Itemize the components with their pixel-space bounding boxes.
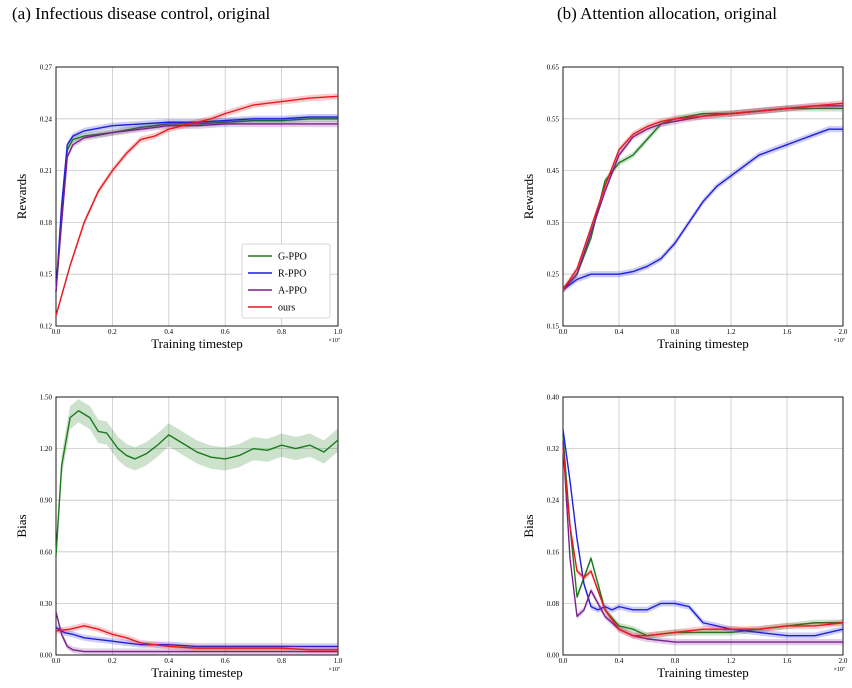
x-axis-label: Training timestep — [657, 336, 749, 351]
y-tick-label: 0.18 — [40, 219, 53, 227]
series-line-g-ppo — [55, 410, 339, 556]
y-tick-label: 0.90 — [40, 497, 53, 505]
series-line-r-ppo — [562, 128, 843, 291]
x-axis-exponent: ×10⁷ — [834, 338, 845, 344]
series-band-ours — [563, 100, 843, 293]
y-tick-label: 0.24 — [547, 497, 560, 505]
x-tick-label: 0.0 — [52, 328, 61, 336]
x-tick-label: 1.0 — [334, 657, 343, 665]
x-axis-label: Training timestep — [151, 665, 243, 680]
series-line-r-ppo — [55, 116, 338, 292]
y-tick-label: 0.60 — [40, 548, 53, 556]
panel-title-b: (b) Attention allocation, original — [557, 4, 778, 23]
legend-label: R-PPO — [278, 269, 306, 280]
x-tick-label: 0.8 — [671, 328, 680, 336]
legend-label: G-PPO — [278, 252, 307, 263]
y-tick-label: 0.27 — [40, 64, 53, 72]
series-line-r-ppo — [55, 626, 338, 648]
y-tick-label: 0.35 — [547, 219, 560, 227]
y-tick-label: 0.25 — [547, 271, 560, 279]
x-tick-label: 0.4 — [615, 657, 624, 665]
x-tick-label: 0.4 — [164, 657, 173, 665]
series-band-r-ppo — [563, 126, 843, 293]
x-tick-label: 0.6 — [221, 657, 230, 665]
series-band-g-ppo — [563, 105, 843, 293]
x-tick-label: 0.8 — [671, 657, 680, 665]
plot-frame — [562, 396, 844, 656]
x-axis-label: Training timestep — [151, 336, 243, 351]
x-tick-label: 1.6 — [783, 328, 792, 336]
legend-label: A-PPO — [278, 286, 307, 297]
x-tick-label: 0.0 — [559, 657, 568, 665]
y-tick-label: 0.16 — [547, 548, 560, 556]
series-line-ours — [562, 448, 844, 637]
series-band-a-ppo — [563, 102, 843, 293]
y-tick-label: 0.30 — [40, 600, 53, 608]
legend-label: ours — [278, 303, 295, 314]
x-axis-exponent: ×10⁷ — [329, 338, 340, 344]
y-tick-label: 0.55 — [547, 115, 560, 123]
series-band-r-ppo — [56, 113, 338, 295]
plot-frame — [55, 66, 339, 327]
x-axis-exponent: ×10⁷ — [329, 667, 340, 673]
x-tick-label: 1.6 — [783, 657, 792, 665]
x-tick-label: 0.6 — [221, 328, 230, 336]
chart-b-top: 0.0 0.4 0.8 1.2 1.6 2.0 0.15 0.25 0.35 0.45 0.55 0.… — [521, 64, 848, 352]
legend-box — [241, 243, 331, 319]
series-band-a-ppo — [563, 439, 843, 646]
series-line-ours — [55, 95, 339, 316]
y-axis-label: Rewards — [14, 174, 29, 220]
x-tick-label: 0.0 — [559, 328, 568, 336]
series-line-ours — [562, 102, 844, 291]
y-tick-label: 0.32 — [547, 445, 560, 453]
series-line-a-ppo — [55, 123, 338, 292]
y-tick-label: 0.24 — [40, 115, 53, 123]
series-line-g-ppo — [55, 118, 338, 292]
y-tick-label: 0.12 — [40, 323, 53, 331]
plot-frame — [55, 396, 339, 656]
series-line-a-ppo — [55, 611, 338, 653]
x-tick-label: 0.2 — [108, 657, 117, 665]
y-tick-label: 0.45 — [547, 167, 560, 175]
x-tick-label: 0.4 — [164, 328, 173, 336]
series-band-g-ppo — [56, 115, 338, 295]
chart-a-bottom: 0.0 0.2 0.4 0.6 0.8 1.0 0.00 0.30 0.60 0.90 1.20 1.… — [14, 394, 343, 681]
y-tick-label: 0.65 — [547, 64, 560, 72]
y-tick-label: 0.08 — [547, 600, 560, 608]
x-tick-label: 1.2 — [727, 328, 736, 336]
chart-a-top: 0.0 0.2 0.4 0.6 0.8 1.0 0.12 0.15 0.18 0.21 0.24 0.… — [14, 64, 343, 352]
x-tick-label: 0.0 — [52, 657, 61, 665]
y-tick-label: 0.40 — [547, 394, 560, 402]
panel-title-a: (a) Infectious disease control, original — [12, 4, 271, 23]
x-axis-label: Training timestep — [657, 665, 749, 680]
x-tick-label: 0.2 — [108, 328, 117, 336]
legend: G-PPO R-PPO A-PPO ours — [241, 243, 331, 319]
series-band-g-ppo — [56, 399, 338, 567]
y-tick-label: 1.50 — [40, 394, 53, 402]
x-tick-label: 2.0 — [839, 328, 848, 336]
y-tick-label: 0.15 — [40, 271, 53, 279]
x-tick-label: 0.8 — [277, 328, 286, 336]
x-tick-label: 2.0 — [839, 657, 848, 665]
y-tick-label: 0.00 — [40, 652, 53, 660]
y-axis-label: Bias — [14, 514, 29, 537]
x-tick-label: 0.4 — [615, 328, 624, 336]
plot-frame — [562, 66, 844, 327]
series-line-ours — [55, 625, 338, 651]
y-axis-label: Rewards — [521, 174, 536, 220]
y-tick-label: 0.00 — [547, 652, 560, 660]
series-line-r-ppo — [562, 429, 844, 637]
x-tick-label: 1.0 — [334, 328, 343, 336]
y-tick-label: 0.15 — [547, 323, 560, 331]
y-tick-label: 0.21 — [40, 167, 53, 175]
series-line-a-ppo — [562, 105, 843, 291]
y-tick-label: 1.20 — [40, 445, 53, 453]
y-axis-label: Bias — [521, 514, 536, 537]
x-axis-exponent: ×10⁷ — [834, 667, 845, 673]
series-band-ours — [56, 622, 338, 653]
chart-b-bottom: 0.0 0.4 0.8 1.2 1.6 2.0 0.00 0.08 0.16 0.24 0.32 0.… — [521, 394, 848, 681]
x-tick-label: 1.2 — [727, 657, 736, 665]
x-tick-label: 0.8 — [277, 657, 286, 665]
